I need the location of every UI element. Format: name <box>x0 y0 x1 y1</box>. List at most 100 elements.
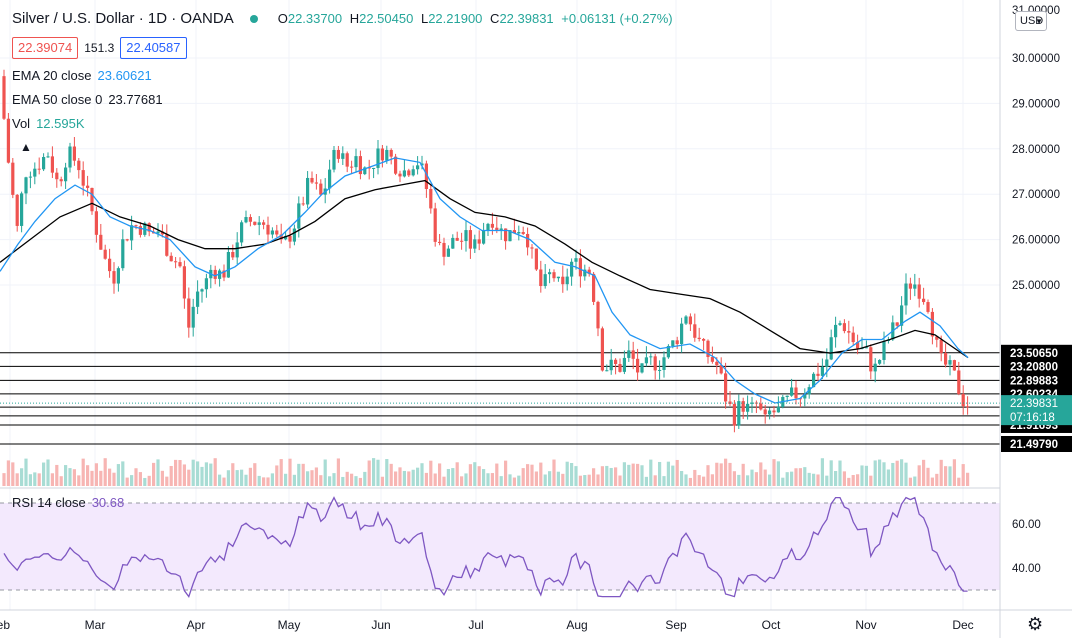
candle-body <box>869 347 873 372</box>
candle <box>688 313 692 332</box>
volume-bar <box>77 475 81 486</box>
chevron-up-icon[interactable]: ▲ <box>20 140 32 154</box>
volume-bar <box>328 476 332 486</box>
candle-body <box>380 148 384 161</box>
candle-body <box>165 234 169 256</box>
candle <box>486 222 490 236</box>
symbol-title[interactable]: Silver / U.S. Dollar · 1D · OANDA <box>12 10 234 27</box>
candle <box>570 258 574 286</box>
candle <box>504 228 508 250</box>
candle-body <box>257 222 261 225</box>
volume-bar <box>886 469 890 486</box>
volume-bar <box>930 477 934 486</box>
gear-icon[interactable]: ⚙ <box>1027 614 1044 634</box>
price-axis[interactable]: 30.00000 29.00000 28.00000 27.00000 26.00000… <box>1012 5 1060 292</box>
candle <box>442 237 446 266</box>
candle-body <box>724 373 728 402</box>
candle <box>662 351 666 378</box>
market-status-icon <box>249 14 258 23</box>
candle <box>55 168 59 188</box>
volume-bar <box>266 477 270 486</box>
volume-bar <box>33 472 37 486</box>
candle-body <box>187 298 191 328</box>
volume-bar <box>526 464 530 486</box>
volume-bar <box>486 473 490 486</box>
ema20-legend[interactable]: EMA 20 close 23.60621 <box>12 68 152 83</box>
volume-bar <box>138 472 142 486</box>
candle <box>913 273 917 297</box>
buy-button[interactable]: 22.40587 <box>120 37 187 59</box>
candle-body <box>473 239 477 249</box>
candle <box>666 344 670 359</box>
candle <box>204 273 208 298</box>
candle <box>376 139 380 175</box>
candle <box>336 145 340 163</box>
volume-bar <box>402 470 406 486</box>
time-tick-label: Jul <box>468 618 483 632</box>
low-value: 22.21900 <box>428 11 483 26</box>
candle-body <box>15 194 19 226</box>
candle-body <box>750 402 754 404</box>
candle-body <box>477 239 481 244</box>
candle-body <box>244 217 248 223</box>
candle-body <box>354 156 358 168</box>
volume-bar <box>464 473 468 486</box>
time-tick-label: May <box>278 618 301 632</box>
volume-bar <box>257 475 261 486</box>
candle <box>169 252 173 262</box>
price-level-label-bg <box>1001 344 1072 361</box>
volume-bar <box>477 466 481 486</box>
candle <box>856 334 860 355</box>
volume-legend[interactable]: Vol 12.595K <box>12 116 85 131</box>
currency-select[interactable]: USD ▼ <box>1015 11 1047 31</box>
candle <box>68 142 72 173</box>
candle <box>702 338 706 351</box>
candle-body <box>288 235 292 242</box>
candle-body <box>156 231 160 234</box>
candle <box>592 271 596 306</box>
volume-bar <box>380 476 384 486</box>
volume-bar <box>160 470 164 486</box>
last-price-label: 22.39831 07:16:18 <box>1001 395 1072 426</box>
candle-body <box>178 262 182 267</box>
candle-body <box>411 169 415 176</box>
volume-bar <box>200 466 204 486</box>
candle <box>644 346 648 367</box>
candle-body <box>90 187 94 212</box>
candle <box>719 357 723 375</box>
volume-bar <box>605 465 609 486</box>
volume-bar <box>754 472 758 486</box>
volume-bar <box>248 467 252 486</box>
open-value: 22.33700 <box>287 11 343 26</box>
candle-body <box>372 167 376 169</box>
ema50-legend[interactable]: EMA 50 close 0 23.77681 <box>12 92 163 107</box>
sell-button[interactable]: 22.39074 <box>12 37 79 59</box>
volume-bar <box>662 476 666 486</box>
candle-body <box>631 350 635 359</box>
candle-body <box>11 162 15 195</box>
candle <box>530 243 534 259</box>
volume-bar <box>314 467 318 486</box>
candle <box>174 256 178 269</box>
candle <box>226 246 230 278</box>
candle-body <box>693 324 697 338</box>
candle <box>182 260 186 309</box>
volume-bar <box>900 459 904 486</box>
candle-body <box>77 160 81 171</box>
rsi-legend[interactable]: RSI 14 close 30.68 <box>12 495 124 510</box>
candle-body <box>587 269 591 274</box>
volume-bar <box>86 465 90 486</box>
candle-body <box>424 163 428 190</box>
candle <box>77 158 81 179</box>
candle <box>218 268 222 287</box>
candle-body <box>900 305 904 326</box>
volume-bar <box>512 477 516 486</box>
candle <box>147 222 151 237</box>
volume-bar <box>174 459 178 486</box>
time-axis[interactable]: Feb Mar Apr May Jun Jul Aug Sep Oct Nov Dec <box>0 618 974 632</box>
ema20-label: EMA 20 close <box>12 68 92 83</box>
volume-bar <box>521 468 525 486</box>
volume-bar <box>460 476 464 486</box>
candle-body <box>710 357 714 362</box>
